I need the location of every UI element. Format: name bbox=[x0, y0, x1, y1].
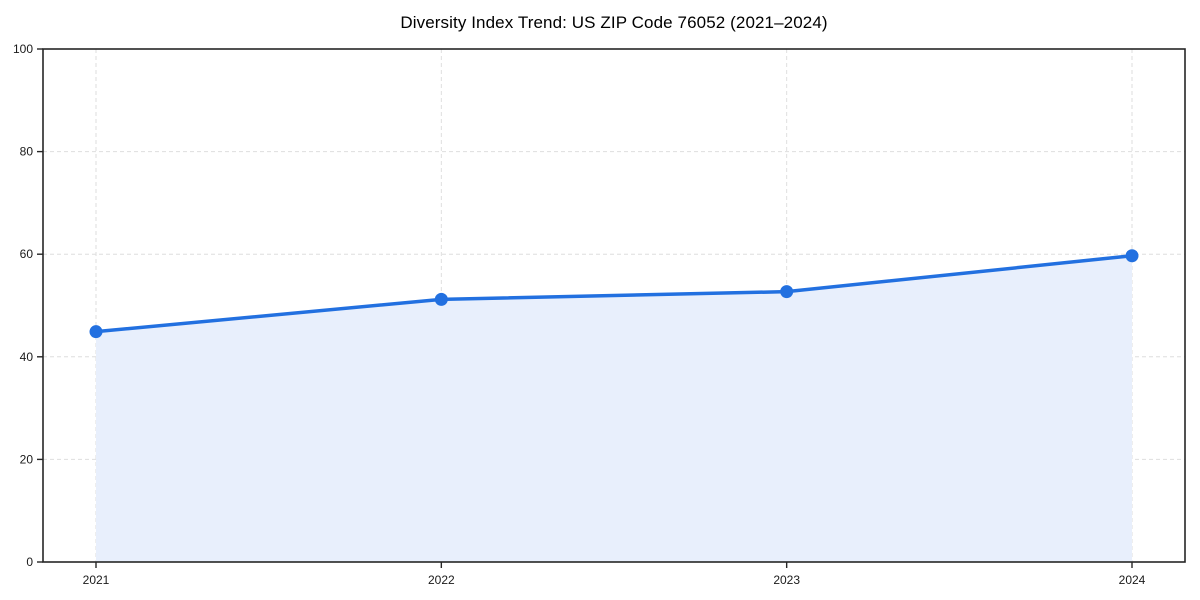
data-point-2024 bbox=[1125, 249, 1139, 263]
area-fill bbox=[96, 255, 1132, 562]
y-axis-tick-label: 80 bbox=[20, 145, 34, 159]
x-axis-tick-label: 2023 bbox=[773, 573, 800, 587]
trend-line bbox=[94, 253, 1134, 334]
data-point-2023 bbox=[780, 285, 794, 299]
plot-border bbox=[42, 48, 1186, 563]
y-axis-tick-label: 0 bbox=[26, 555, 33, 569]
x-axis-tick-label: 2021 bbox=[83, 573, 110, 587]
y-axis-tick-label: 20 bbox=[20, 452, 34, 466]
x-axis-tick-label: 2022 bbox=[428, 573, 455, 587]
data-point-2022 bbox=[434, 292, 448, 306]
data-point-2021 bbox=[89, 325, 103, 339]
y-axis-tick-label: 60 bbox=[20, 247, 34, 261]
y-axis-tick-label: 40 bbox=[20, 350, 34, 364]
chart-title: Diversity Index Trend: US ZIP Code 76052… bbox=[400, 13, 828, 32]
x-axis-tick-label: 2024 bbox=[1119, 573, 1146, 587]
y-axis-tick-label: 100 bbox=[13, 42, 33, 56]
